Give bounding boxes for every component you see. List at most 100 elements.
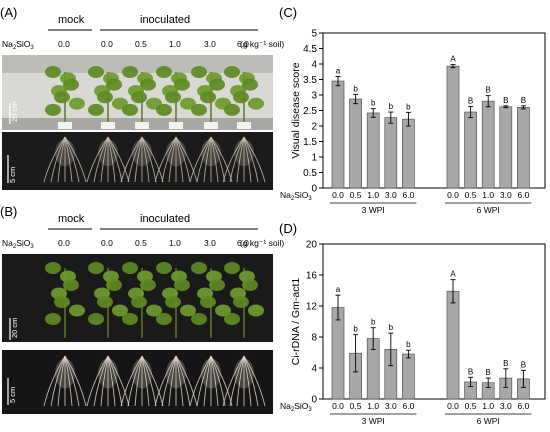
bar [402,118,415,189]
panel-a-treatment-label: Na2SiO3 [2,39,34,51]
root-2 [120,136,164,183]
y-axis-label: Visual disease score [290,62,302,158]
panel-c-chart: (C) 0 0.5 1 1.5 2 2.5 3 3.5 4 4.5 5 Visual disease s… [279,5,546,215]
significance-letter: b [371,99,376,108]
x-tick-label: 0.5 [465,190,477,200]
panel-d-chart: (D) 0 4 8 12 16 20 Ci-rDNA / Gm-act1 a 0.0 b 0.5 b 1.… [279,221,546,426]
bar [331,307,345,400]
panel-b-dose-0: 0.0 [58,238,70,248]
significance-letter: B [468,367,473,376]
y-tick-label: 16 [306,271,318,282]
root-3 [154,136,198,183]
bar [366,112,380,189]
significance-letter: a [336,66,341,75]
panel-b-shoot-photo: 20 cm [2,254,273,342]
panel-a-dose-5: 6.0 [237,39,249,49]
y-tick-label: 3.5 [303,75,317,86]
significance-letter: b [353,325,358,334]
panel-a-letter: (A) [0,5,17,20]
x-tick-label: 3.0 [385,190,397,200]
panel-a-inoculated-label: inoculated [140,14,190,26]
plant-4 [191,66,231,129]
plant-4 [191,262,231,338]
significance-letter: b [406,340,411,349]
bar [349,98,362,189]
x-tick-label: 0.5 [350,401,362,411]
bar [331,80,345,189]
y-tick-label: 0 [311,395,317,406]
x-axis-label: Na2SiO3 [280,401,312,413]
plant-3 [156,262,196,338]
panel-c-letter: (C) [279,5,297,20]
x-tick-label: 6.0 [402,401,414,411]
series-1: A 0.0 B 0.5 B 1.0 B 3.0 B 6.0 6 WPI [445,55,532,215]
plant-0 [45,262,85,338]
panel-a-dose-1: 0.0 [101,39,113,49]
panel-a-shoot-photo: 20 cm [2,55,273,130]
x-tick-label: 0.0 [447,190,459,200]
x-tick-label: 0.0 [447,401,459,411]
x-tick-label: 0.5 [465,401,477,411]
panel-b-scale-bottom: 5 cm [8,387,17,403]
panel-a-scale-top: 20 cm [10,102,19,122]
significance-letter: B [468,96,473,105]
x-tick-label: 6.0 [402,190,414,200]
root-5 [222,136,266,183]
panel-a-root-photo: 5 cm [2,132,273,190]
series-0: a 0.0 b 0.5 b 1.0 b 3.0 b 6.0 3 WPI [330,66,417,215]
x-tick-label: 0.5 [350,190,362,200]
panel-a-mock-label: mock [58,14,85,26]
panel-b-dose-1: 0.0 [101,238,113,248]
significance-letter: A [450,270,456,279]
panel-a-dose-2: 0.5 [135,39,147,49]
x-tick-label: 6.0 [517,401,529,411]
y-axis-label: Ci-rDNA / Gm-act1 [290,278,302,366]
significance-letter: b [406,102,411,111]
panel-b-mock-label: mock [58,213,85,225]
panel-b-dose-4: 3.0 [204,238,216,248]
bar [384,117,398,189]
significance-letter: B [486,368,491,377]
bar [402,353,415,400]
y-tick-label: 1.5 [303,137,317,148]
bar [464,111,477,189]
significance-letter: b [389,323,394,332]
y-tick-label: 3 [311,91,317,102]
significance-letter: A [450,55,456,64]
y-tick-label: 4 [311,60,317,71]
root-3 [154,355,198,407]
panel-b-unit: (g kg⁻¹ soil) [240,238,284,248]
plant-5 [224,66,264,129]
y-tick-label: 2 [311,122,317,133]
significance-letter: B [521,360,526,369]
y-tick-label: 4.5 [303,44,317,55]
panel-a-dose-4: 3.0 [204,39,216,49]
x-tick-label: 1.0 [367,190,379,200]
group-label: 6 WPI [477,416,500,426]
y-tick-label: 8 [311,333,317,344]
significance-letter: a [336,285,341,294]
panel-b-scale-top: 20 cm [10,318,19,338]
x-tick-label: 3.0 [500,401,512,411]
y-tick-label: 12 [306,302,318,313]
root-0 [43,355,87,407]
plant-2 [122,66,162,129]
x-tick-label: 3.0 [500,190,512,200]
root-1 [86,136,130,183]
plant-0 [45,66,85,129]
significance-letter: B [503,359,508,368]
panel-b: (B) mock inoculated Na2SiO3 0.0 0.0 0.5 1.0… [0,204,284,414]
significance-letter: B [503,96,508,105]
root-4 [189,136,233,183]
panel-a-dose-3: 1.0 [169,39,181,49]
series-0: a 0.0 b 0.5 b 1.0 b 3.0 b 6.0 3 WPI [330,285,417,426]
y-tick-label: 2.5 [303,106,317,117]
root-2 [120,355,164,407]
group-label: 3 WPI [362,205,385,215]
y-tick-label: 0.5 [303,168,317,179]
series-1: A 0.0 B 0.5 B 1.0 B 3.0 B 6.0 6 WPI [445,270,532,426]
plant-2 [122,262,162,338]
bar [499,106,513,189]
panel-d-letter: (D) [279,221,297,236]
panel-a-scale-bottom: 5 cm [8,167,17,183]
